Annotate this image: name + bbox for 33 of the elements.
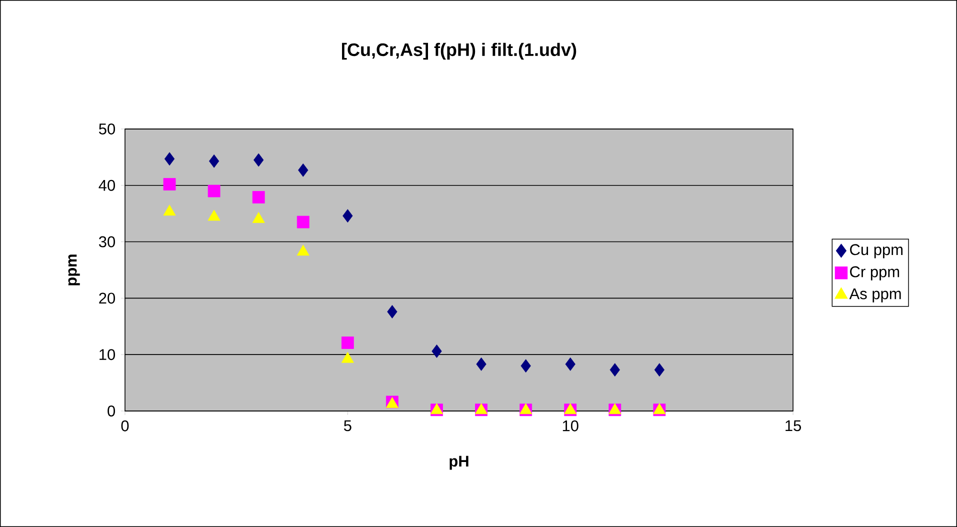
y-tick-label: 30 <box>98 236 116 248</box>
y-tick-label: 50 <box>99 124 116 134</box>
point <box>387 305 398 318</box>
x-axis-title: pH <box>450 456 468 470</box>
point <box>565 357 576 371</box>
point <box>342 209 353 223</box>
point <box>476 357 486 371</box>
y-tick-label: 0 <box>108 406 116 416</box>
x-tick-label: 10 <box>562 420 578 432</box>
x-tick-label: 5 <box>344 420 352 432</box>
chart-title: [Cu,Cr,As] f(pH) i filt.(1.udv) <box>342 42 576 60</box>
point <box>520 359 531 373</box>
point <box>341 336 354 349</box>
point <box>163 178 176 190</box>
point <box>208 154 220 168</box>
y-tick-label: 40 <box>98 180 116 191</box>
legend-label: Cu ppm <box>850 244 903 258</box>
point <box>298 163 308 177</box>
legend-label: As ppm <box>849 288 901 302</box>
point <box>296 216 310 228</box>
y-tick-label: 20 <box>99 292 116 304</box>
y-tick-label: 10 <box>100 349 116 360</box>
x-tick-label: 0 <box>121 420 129 432</box>
point <box>610 363 620 377</box>
point <box>432 344 442 358</box>
y-axis-title: ppm <box>68 254 80 286</box>
point <box>254 153 264 167</box>
point <box>164 152 175 166</box>
point <box>654 363 664 377</box>
point <box>208 184 220 198</box>
x-tick-label: 15 <box>786 420 801 432</box>
point <box>252 191 265 204</box>
legend-label: Cr ppm <box>850 266 900 280</box>
